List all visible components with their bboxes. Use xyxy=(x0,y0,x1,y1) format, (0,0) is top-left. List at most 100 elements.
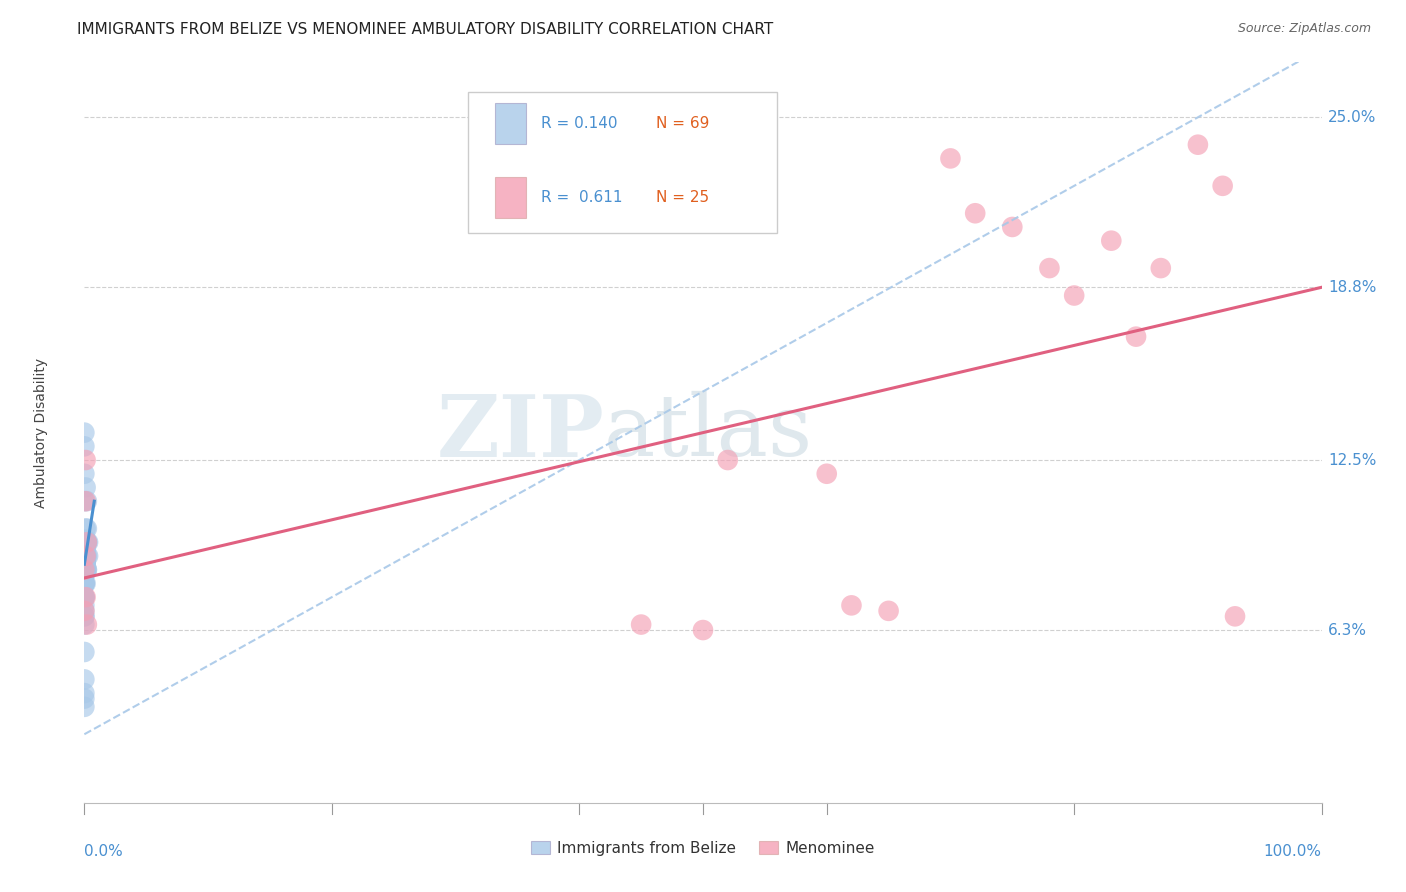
Point xyxy=(73,568,96,582)
Point xyxy=(75,535,97,549)
Point xyxy=(75,558,97,572)
Point xyxy=(965,206,987,220)
Point xyxy=(73,425,96,440)
Point xyxy=(73,563,96,577)
Point xyxy=(1150,261,1173,276)
Point xyxy=(75,533,97,547)
Point xyxy=(75,480,97,494)
Point xyxy=(75,554,97,568)
Point xyxy=(1063,288,1085,302)
Point xyxy=(73,617,96,632)
FancyBboxPatch shape xyxy=(468,92,778,233)
Text: 18.8%: 18.8% xyxy=(1327,280,1376,294)
Text: 100.0%: 100.0% xyxy=(1264,844,1322,858)
Point xyxy=(76,563,98,577)
Point xyxy=(73,590,96,604)
Point xyxy=(1125,329,1147,343)
Point xyxy=(73,609,96,624)
Point xyxy=(75,590,97,604)
Point xyxy=(73,563,96,577)
Point xyxy=(73,467,96,481)
Text: 0.0%: 0.0% xyxy=(84,844,124,858)
Point xyxy=(73,590,96,604)
Text: 6.3%: 6.3% xyxy=(1327,623,1367,638)
Bar xyxy=(495,178,526,218)
Point xyxy=(73,549,96,563)
Point xyxy=(73,568,96,582)
Point xyxy=(73,599,96,613)
Point xyxy=(1099,234,1122,248)
Point xyxy=(76,617,98,632)
Point xyxy=(73,576,96,591)
Text: IMMIGRANTS FROM BELIZE VS MENOMINEE AMBULATORY DISABILITY CORRELATION CHART: IMMIGRANTS FROM BELIZE VS MENOMINEE AMBU… xyxy=(77,22,773,37)
Text: N = 69: N = 69 xyxy=(657,116,710,131)
Text: Source: ZipAtlas.com: Source: ZipAtlas.com xyxy=(1237,22,1371,36)
Point xyxy=(75,549,97,563)
Point xyxy=(877,604,900,618)
Point xyxy=(77,535,100,549)
Point xyxy=(76,563,98,577)
Point xyxy=(75,563,97,577)
Text: 12.5%: 12.5% xyxy=(1327,452,1376,467)
Point xyxy=(75,554,97,568)
Point xyxy=(76,535,98,549)
Text: R =  0.611: R = 0.611 xyxy=(541,190,623,205)
Point xyxy=(73,590,96,604)
Point xyxy=(73,549,96,563)
Text: ZIP: ZIP xyxy=(436,391,605,475)
Point xyxy=(73,590,96,604)
Point xyxy=(76,522,98,536)
Point xyxy=(630,617,652,632)
Point xyxy=(1187,137,1209,152)
Text: N = 25: N = 25 xyxy=(657,190,709,205)
Point xyxy=(76,494,98,508)
Point xyxy=(75,453,97,467)
Text: Ambulatory Disability: Ambulatory Disability xyxy=(34,358,48,508)
Point xyxy=(73,563,96,577)
Point xyxy=(73,590,96,604)
Point xyxy=(75,494,97,508)
Text: atlas: atlas xyxy=(605,391,813,475)
Point xyxy=(76,535,98,549)
Point xyxy=(75,549,97,563)
Point xyxy=(73,686,96,700)
Point xyxy=(1001,219,1024,234)
Point xyxy=(73,563,96,577)
Point xyxy=(73,691,96,706)
Point xyxy=(75,563,97,577)
Point xyxy=(1212,178,1234,193)
Point xyxy=(73,576,96,591)
Text: R = 0.140: R = 0.140 xyxy=(541,116,617,131)
Point xyxy=(75,554,97,568)
Point xyxy=(841,599,863,613)
Point xyxy=(76,549,98,563)
Point xyxy=(73,439,96,453)
Point xyxy=(75,522,97,536)
Point xyxy=(76,535,98,549)
Point xyxy=(76,535,98,549)
Point xyxy=(73,673,96,687)
Point xyxy=(73,604,96,618)
Bar xyxy=(495,103,526,144)
Point xyxy=(73,576,96,591)
Point xyxy=(75,563,97,577)
Point xyxy=(75,535,97,549)
Legend: Immigrants from Belize, Menominee: Immigrants from Belize, Menominee xyxy=(526,835,880,862)
Point xyxy=(1223,609,1246,624)
Point xyxy=(73,549,96,563)
Point xyxy=(75,576,97,591)
Point xyxy=(73,604,96,618)
Point xyxy=(73,563,96,577)
Point xyxy=(717,453,740,467)
Point xyxy=(815,467,838,481)
Point xyxy=(73,609,96,624)
Point xyxy=(73,563,96,577)
Point xyxy=(73,535,96,549)
Point xyxy=(73,494,96,508)
Point xyxy=(75,549,97,563)
Point xyxy=(1038,261,1060,276)
Text: 25.0%: 25.0% xyxy=(1327,110,1376,125)
Point xyxy=(75,541,97,555)
Point xyxy=(692,623,714,637)
Point xyxy=(73,576,96,591)
